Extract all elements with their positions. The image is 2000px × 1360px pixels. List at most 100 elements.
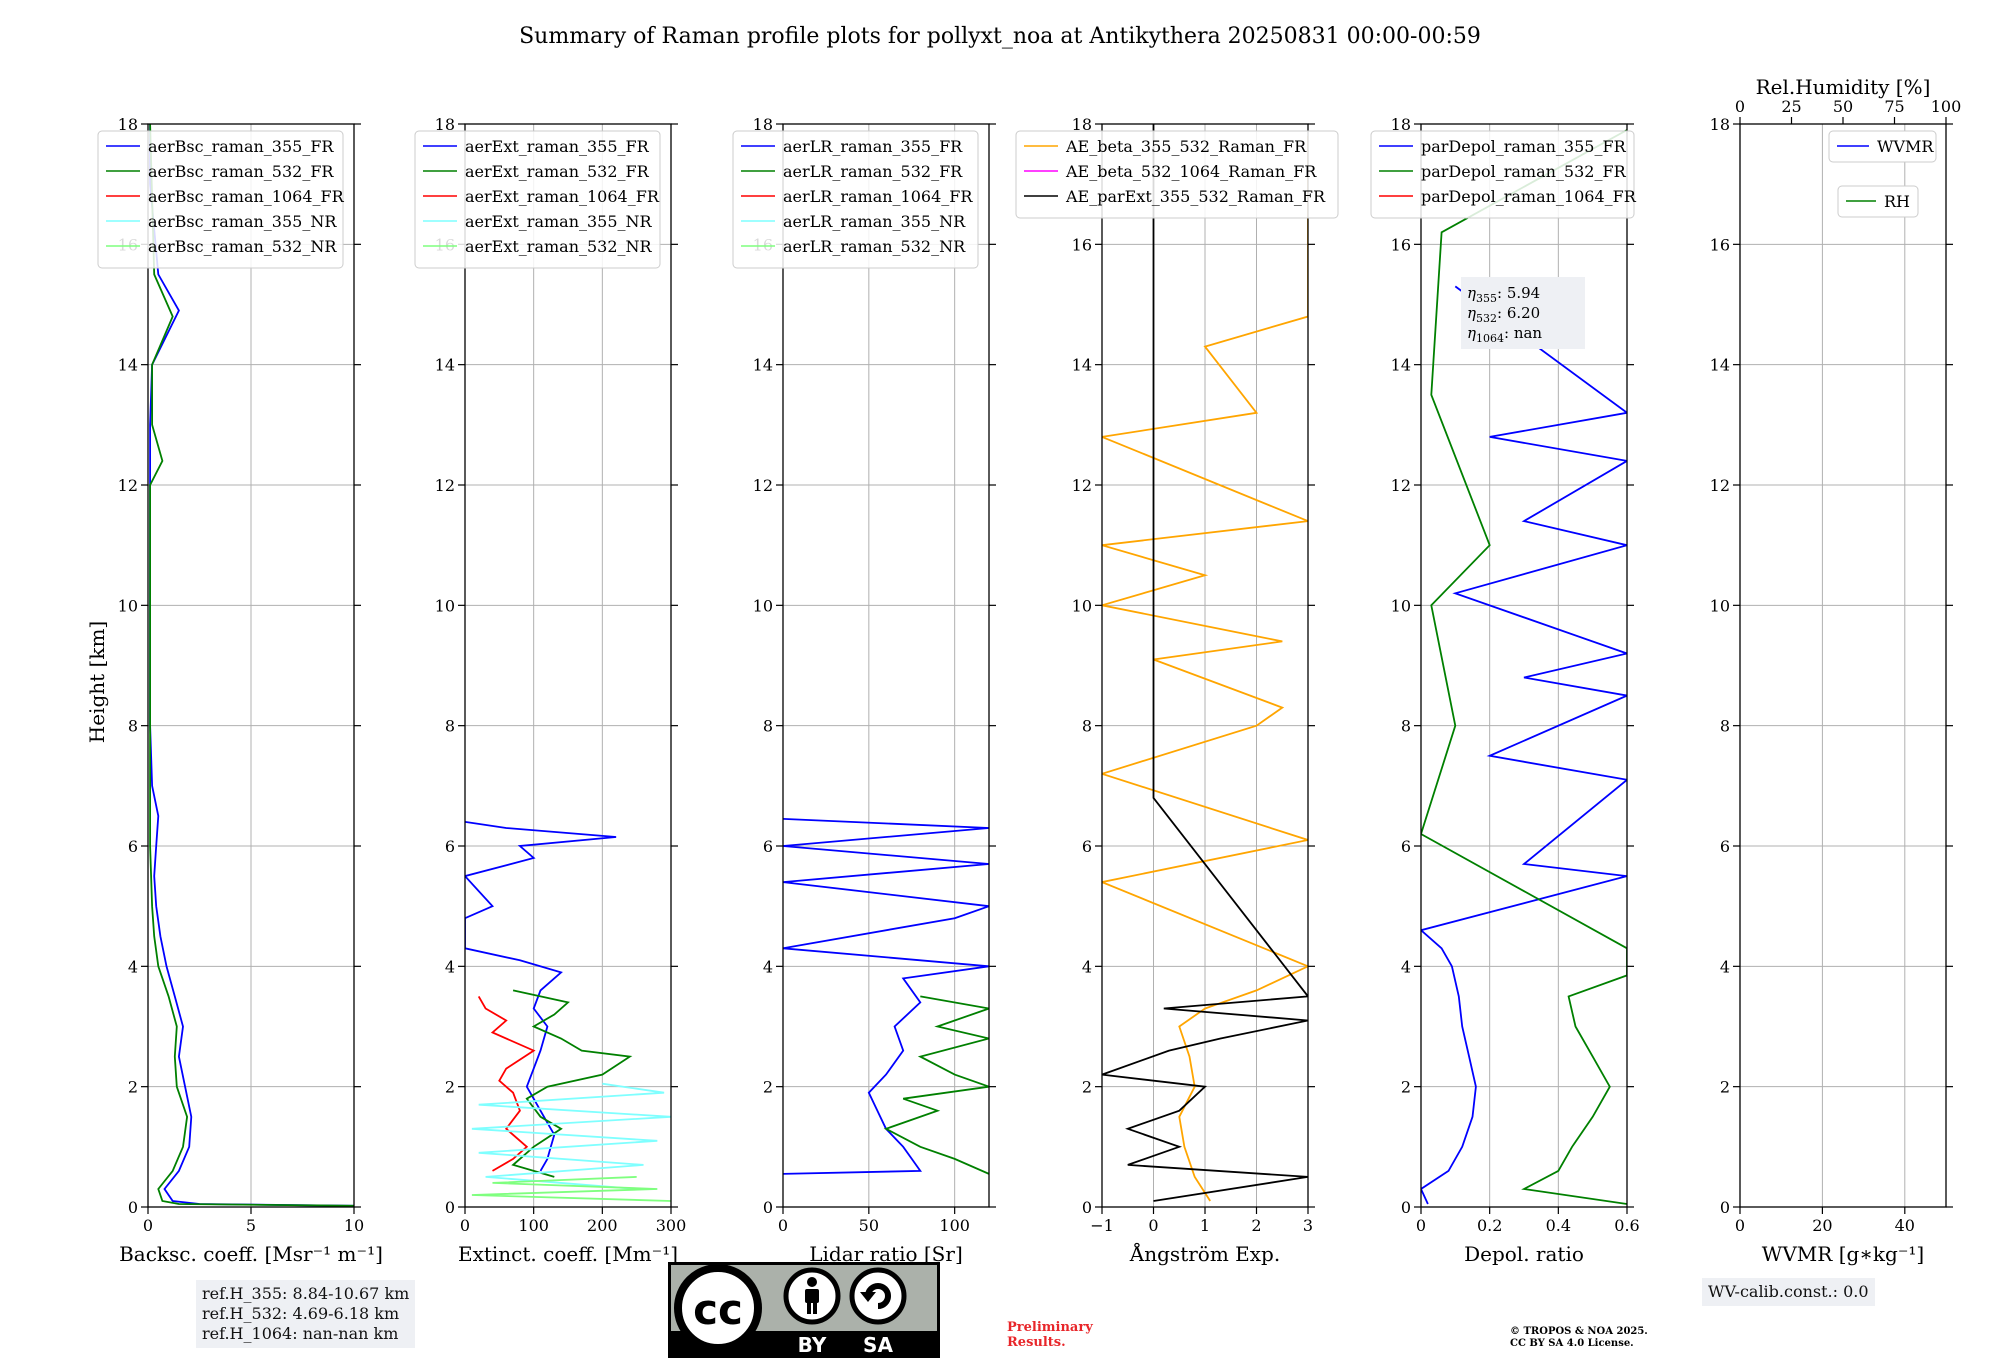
legend-entry: parDepol_raman_1064_FR — [1421, 187, 1637, 206]
y-tick-label: 14 — [435, 356, 455, 375]
legend: aerLR_raman_355_FR aerLR_raman_532_FR aerL… — [732, 130, 979, 269]
y-tick-label: 0 — [1720, 1198, 1730, 1217]
legend-entry: aerLR_raman_532_FR — [783, 162, 963, 181]
x-axis-label: Backsc. coeff. [Msr⁻¹ m⁻¹] — [119, 1242, 383, 1266]
y-tick-label: 0 — [1401, 1198, 1411, 1217]
y-tick-label: 0 — [445, 1198, 455, 1217]
y-tick-label: 12 — [1710, 476, 1730, 495]
eta-1064: η1064: nan — [1467, 324, 1542, 345]
y-tick-label: 6 — [763, 837, 773, 856]
series-aerBsc_raman_532_FR — [149, 124, 354, 1207]
y-tick-label: 8 — [128, 717, 138, 736]
axes-frame — [464, 123, 672, 1208]
y-tick-label: 0 — [1082, 1198, 1092, 1217]
y-tick-label: 16 — [1072, 235, 1092, 254]
y-tick-label: 18 — [1391, 115, 1411, 134]
y-tick-label: 8 — [1082, 717, 1092, 736]
legend-entry: aerExt_raman_355_NR — [465, 212, 653, 231]
panel-5: 0 0.2 0.4 0.6 0 2 4 6 8 10 12 14 16 18 Depol. ratio par… — [1370, 115, 1640, 1266]
y-tick-label: 16 — [1710, 235, 1730, 254]
panel-1: 0510024681012141618Backsc. coeff. [Msr⁻¹… — [97, 115, 383, 1266]
legend-entry: aerBsc_raman_532_NR — [148, 237, 337, 256]
y-tick-label: 4 — [1720, 957, 1730, 976]
series-aerExt_raman_532_FR — [511, 989, 633, 1178]
series-AE_parExt_355_532_Raman_FR — [1102, 124, 1308, 1202]
y-tick-label: 10 — [1391, 596, 1411, 615]
license-by: BY — [798, 1333, 827, 1357]
eta-532: η532: 6.20 — [1467, 304, 1540, 325]
x-tick-label: 0 — [1735, 1216, 1745, 1235]
panel-2: 0100200300024681012141618Extinct. coeff.… — [414, 115, 687, 1266]
x-tick-label: 5 — [246, 1216, 256, 1235]
person-icon — [783, 1267, 841, 1325]
legend-entry: aerLR_raman_1064_FR — [783, 187, 973, 206]
legend-frame — [1015, 130, 1339, 219]
legend: parDepol_raman_355_FR parDepol_raman_532_… — [1370, 130, 1637, 219]
y-tick-label: 10 — [1710, 596, 1730, 615]
y-tick-label: 4 — [445, 957, 455, 976]
y-tick-label: 8 — [1401, 717, 1411, 736]
wv-calib-box: WV-calib.const.: 0.0 — [1702, 1278, 1875, 1306]
x-tick-label: 50 — [859, 1216, 879, 1235]
x-tick-label: 2 — [1251, 1216, 1261, 1235]
x-tick-label: 100 — [518, 1216, 549, 1235]
x-tick-label: 3 — [1303, 1216, 1313, 1235]
series-parDepol_raman_355_FR — [1421, 285, 1627, 1205]
legend: aerExt_raman_355_FR aerExt_raman_532_FRae… — [414, 130, 661, 269]
y-tick-label: 16 — [1391, 235, 1411, 254]
x-tick-label: 0 — [1148, 1216, 1158, 1235]
y-tick-label: 4 — [763, 957, 773, 976]
ref-height-532: ref.H_532: 4.69-6.18 km — [202, 1304, 400, 1323]
axes-frame — [1739, 123, 1947, 1208]
y-tick-label: 14 — [753, 356, 773, 375]
x-tick-label: 40 — [1895, 1216, 1915, 1235]
series-parDepol_raman_532_FR — [1421, 129, 1627, 1205]
copyright-line-1: © TROPOS & NOA 2025. — [1510, 1326, 1648, 1337]
y-tick-label: 2 — [128, 1078, 138, 1097]
cc-by-sa-logo: cc BY SA — [668, 1262, 940, 1358]
ref-height-1064: ref.H_1064: nan-nan km — [202, 1324, 399, 1343]
y-tick-label: 0 — [763, 1198, 773, 1217]
y-tick-label: 14 — [1072, 356, 1092, 375]
panel-3: 050100024681012141618Lidar ratio [Sr]aer… — [732, 115, 996, 1266]
license-sa: SA — [863, 1333, 893, 1357]
x-tick-label: 300 — [656, 1216, 687, 1235]
y-tick-label: 4 — [1401, 957, 1411, 976]
x-tick-label: 20 — [1812, 1216, 1832, 1235]
x-tick-label: −1 — [1090, 1216, 1114, 1235]
y-tick-label: 2 — [763, 1078, 773, 1097]
x-tick-label: 0.6 — [1614, 1216, 1639, 1235]
y-tick-label: 12 — [1391, 476, 1411, 495]
x-axis-label: Ångström Exp. — [1129, 1241, 1280, 1266]
legend-entry: WVMR — [1877, 137, 1934, 156]
legend-frame — [1828, 130, 1937, 163]
y-tick-label: 18 — [435, 115, 455, 134]
y-tick-label: 4 — [1082, 957, 1092, 976]
y-tick-label: 6 — [128, 837, 138, 856]
legend-entry: AE_parExt_355_532_Raman_FR — [1065, 187, 1326, 206]
y-tick-label: 18 — [1710, 115, 1730, 134]
legend-entry: aerBsc_raman_355_FR — [148, 137, 334, 156]
y-tick-label: 14 — [1710, 356, 1730, 375]
preliminary-results-note: Preliminary Results. — [1007, 1320, 1093, 1350]
series-aerBsc_raman_355_FR — [149, 124, 354, 1207]
axes-frame — [147, 123, 355, 1208]
legend-entry: aerExt_raman_532_FR — [465, 162, 650, 181]
y-tick-label: 4 — [128, 957, 138, 976]
top-tick-label: 100 — [1931, 97, 1962, 116]
y-tick-label: 6 — [445, 837, 455, 856]
x-axis-label: Extinct. coeff. [Mm⁻¹] — [458, 1242, 678, 1266]
top-tick-label: 25 — [1781, 97, 1801, 116]
y-tick-label: 2 — [1720, 1078, 1730, 1097]
top-tick-label: 0 — [1735, 97, 1745, 116]
top-tick-label: 75 — [1884, 97, 1904, 116]
y-tick-label: 10 — [1072, 596, 1092, 615]
legend-entry: aerBsc_raman_532_FR — [148, 162, 334, 181]
series-aerLR_raman_532_FR — [883, 995, 989, 1175]
x-tick-label: 100 — [939, 1216, 970, 1235]
legend-entry: aerBsc_raman_355_NR — [148, 212, 337, 231]
y-tick-label: 18 — [118, 115, 138, 134]
y-tick-label: 2 — [1082, 1078, 1092, 1097]
